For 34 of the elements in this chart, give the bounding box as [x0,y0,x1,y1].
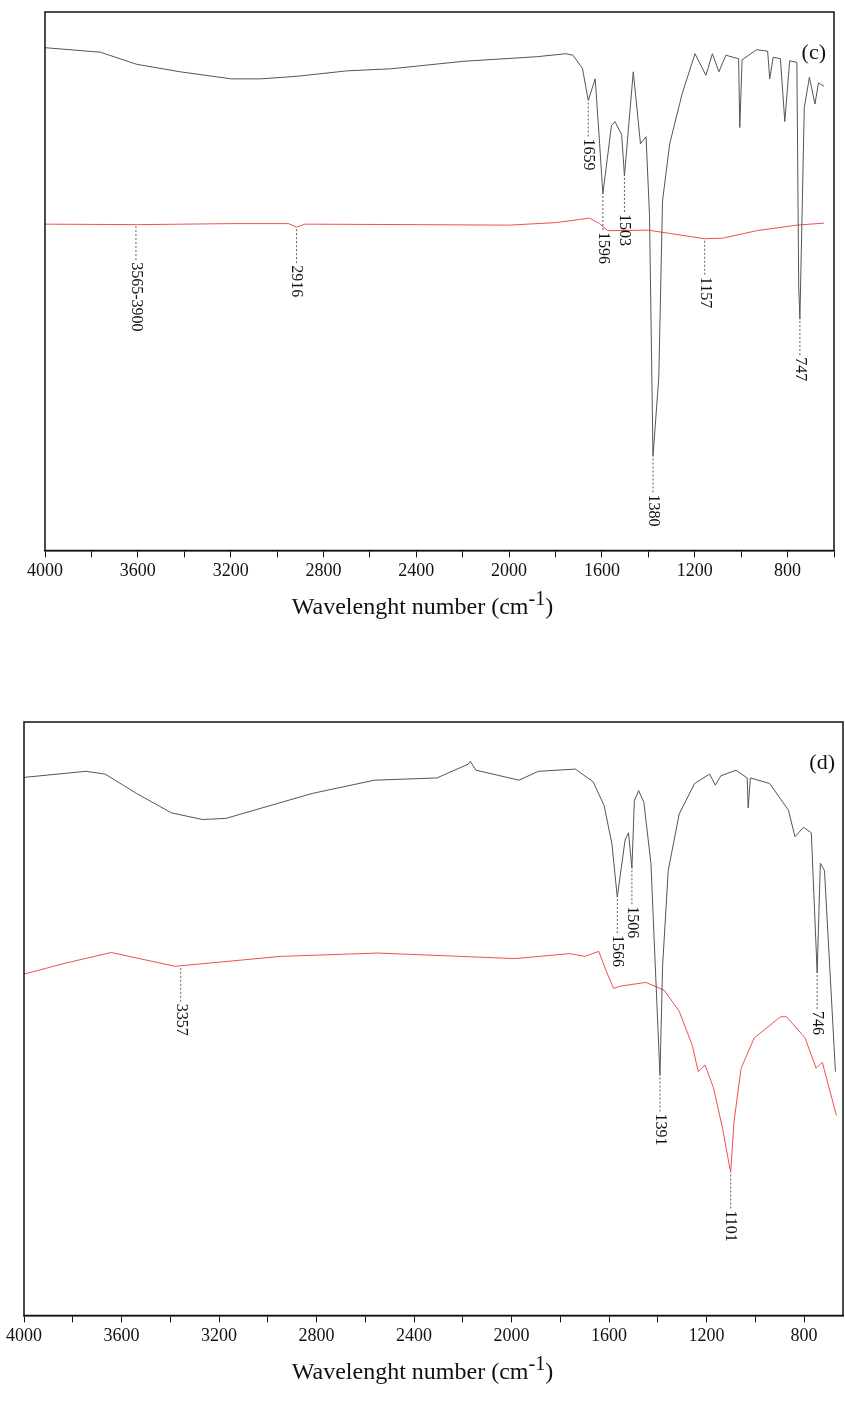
annotation: 3357 [173,1003,191,1036]
x-axis-title: Wavelenght number (cm$^{-1}$) [290,587,555,620]
annotation: 746 [809,1010,827,1035]
x-tick-label: 3200 [201,1324,237,1345]
x-tick-label: 4000 [27,559,63,580]
annotation: 1659 [581,138,599,171]
x-tick-label: 3600 [103,1324,140,1345]
annotation: 1596 [595,231,613,264]
x-tick-label: 2800 [298,1324,335,1345]
x-tick-label: 3600 [119,559,156,580]
x-tick-label: 2400 [398,559,435,580]
x-tick-label: 1600 [591,1324,627,1345]
x-tick-label: 2400 [396,1324,432,1345]
x-axis-title: Wavelenght number (cm$^{-1}$) [290,1352,555,1385]
annotation: 1380 [645,494,663,527]
annotation: 1391 [652,1113,670,1146]
annotation: (d) [809,748,835,774]
x-tick-label: 4000 [6,1324,42,1345]
annotation: 3565-3900 [128,262,146,332]
x-tick-label: 1200 [676,559,713,580]
annotation: 1503 [617,213,635,246]
annotation: (c) [801,38,826,64]
annotation: 1101 [723,1210,741,1242]
annotation: 2916 [289,265,307,298]
x-tick-label: 3200 [212,559,249,580]
x-tick-label: 2000 [493,1324,530,1345]
x-tick-label: 1200 [688,1324,725,1345]
x-tick-label: 2000 [491,559,528,580]
annotation: 1157 [697,276,715,309]
annotation: 747 [792,357,810,382]
x-tick-label: 1600 [583,559,620,580]
x-tick-label: 2800 [305,559,342,580]
x-tick-label: 800 [790,1324,818,1345]
x-tick-label: 800 [774,559,802,580]
